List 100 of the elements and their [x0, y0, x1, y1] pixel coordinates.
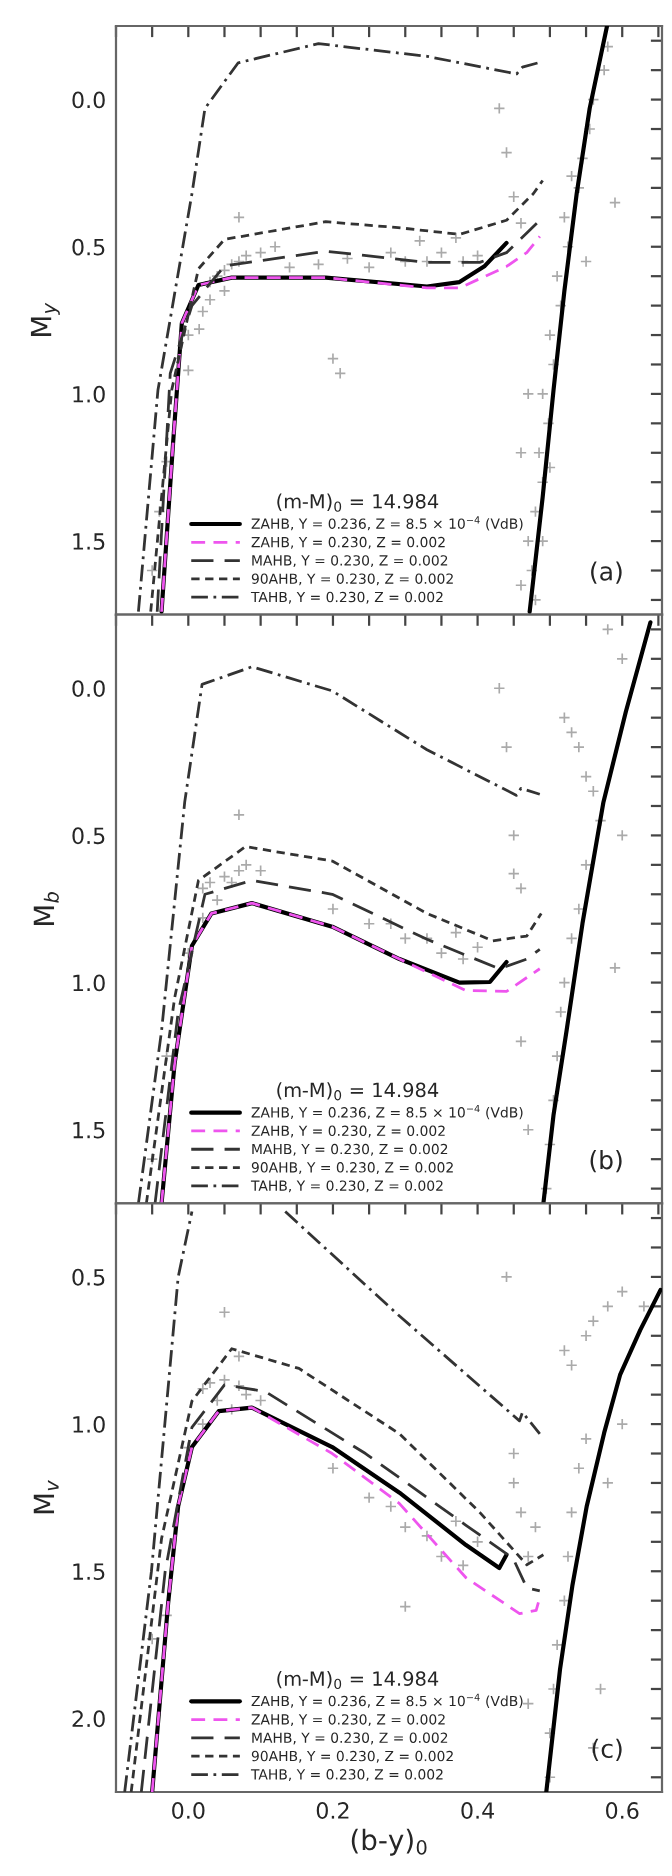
- point: [420, 1529, 433, 1542]
- point: [601, 1300, 614, 1313]
- point: [232, 1379, 245, 1392]
- point: [218, 1373, 231, 1386]
- point: [565, 1359, 578, 1372]
- point: [326, 1462, 339, 1475]
- annotation: (c): [592, 1738, 622, 1761]
- point: [507, 867, 520, 880]
- point: [399, 1521, 412, 1534]
- y-axis-title: M$_{v}$: [33, 1480, 59, 1514]
- point: [254, 864, 267, 877]
- x-axis-title: (b-y)$_{0}$: [351, 1828, 427, 1856]
- point: [616, 1418, 629, 1431]
- y-tick-label: 1.5: [73, 1563, 105, 1581]
- y-tick-label: 2.0: [72, 1710, 105, 1728]
- y-tick-label: 0.5: [72, 1268, 105, 1286]
- x-tick-label: 0.6: [606, 1802, 639, 1819]
- annotation: (a): [591, 561, 622, 584]
- point: [254, 1394, 267, 1407]
- point: [211, 894, 224, 907]
- point: [587, 785, 600, 798]
- x-tick-label: 0.0: [172, 1802, 205, 1819]
- line-series: [541, 620, 653, 1204]
- point: [580, 1329, 593, 1342]
- point: [507, 1447, 520, 1460]
- point: [616, 652, 629, 665]
- point: [514, 1506, 528, 1519]
- x-tick-label: 0.2: [316, 1802, 349, 1819]
- point: [572, 902, 585, 916]
- point: [565, 726, 578, 739]
- legend-title: (m-M)$_{0}$ = 14.984: [277, 1670, 439, 1690]
- point: [232, 864, 245, 877]
- point: [601, 623, 614, 636]
- y-tick-label: 0.5: [72, 238, 105, 256]
- point: [240, 1388, 253, 1401]
- legend-title: (m-M)$_{0}$ = 14.984: [277, 493, 439, 512]
- point: [363, 1491, 376, 1504]
- point: [384, 1500, 397, 1513]
- point: [565, 932, 578, 945]
- point: [608, 961, 622, 974]
- point: [529, 1521, 542, 1534]
- line-series: [544, 1287, 662, 1792]
- point: [637, 1300, 650, 1313]
- legend-title: (m-M)$_{0}$ = 14.984: [277, 1082, 439, 1101]
- point: [558, 976, 571, 989]
- point: [554, 1005, 567, 1019]
- y-tick-label: 0.0: [72, 680, 105, 698]
- point: [500, 1270, 513, 1283]
- point: [399, 932, 412, 945]
- point: [561, 1550, 575, 1563]
- y-tick-label: 0.0: [72, 91, 105, 109]
- y-axis-title: M$_{b}$: [33, 892, 59, 926]
- point: [363, 917, 376, 930]
- y-tick-label: 1.5: [73, 533, 105, 550]
- point: [616, 829, 629, 842]
- point: [218, 870, 231, 883]
- point: [500, 741, 513, 754]
- line-series: [137, 42, 540, 614]
- y-tick-label: 0.5: [72, 827, 105, 845]
- point: [522, 1123, 535, 1136]
- point: [514, 1035, 528, 1048]
- y-tick-label: 1.0: [73, 1416, 105, 1433]
- point: [399, 1600, 412, 1613]
- point: [601, 1476, 614, 1489]
- point: [493, 682, 506, 695]
- point: [232, 1350, 245, 1363]
- point: [507, 1476, 520, 1489]
- point: [232, 808, 245, 821]
- point: [522, 1550, 535, 1563]
- point: [558, 1344, 571, 1357]
- point: [580, 1432, 593, 1445]
- point: [435, 947, 448, 960]
- point: [558, 711, 571, 724]
- point: [514, 882, 528, 895]
- annotation: (b): [590, 1150, 622, 1173]
- y-axis-title: M$_{y}$: [30, 302, 60, 336]
- point: [225, 876, 238, 889]
- point: [587, 1315, 600, 1328]
- point: [196, 1382, 209, 1395]
- point: [449, 1515, 462, 1528]
- point: [616, 1285, 629, 1298]
- point: [449, 926, 462, 939]
- point: [507, 829, 520, 842]
- y-tick-label: 1.0: [73, 385, 105, 403]
- y-tick-label: 1.0: [73, 974, 105, 992]
- point: [471, 941, 484, 954]
- line-series: [137, 665, 542, 1204]
- point: [218, 1306, 231, 1319]
- point: [580, 770, 593, 783]
- point: [594, 1682, 607, 1696]
- point: [572, 741, 585, 754]
- x-tick-label: 0.4: [461, 1802, 495, 1819]
- point: [240, 858, 253, 871]
- point: [522, 1697, 535, 1710]
- point: [203, 876, 217, 889]
- point: [572, 1462, 585, 1475]
- y-tick-label: 1.5: [73, 1121, 105, 1139]
- point: [326, 902, 339, 916]
- point: [565, 1506, 578, 1519]
- point: [471, 1535, 484, 1548]
